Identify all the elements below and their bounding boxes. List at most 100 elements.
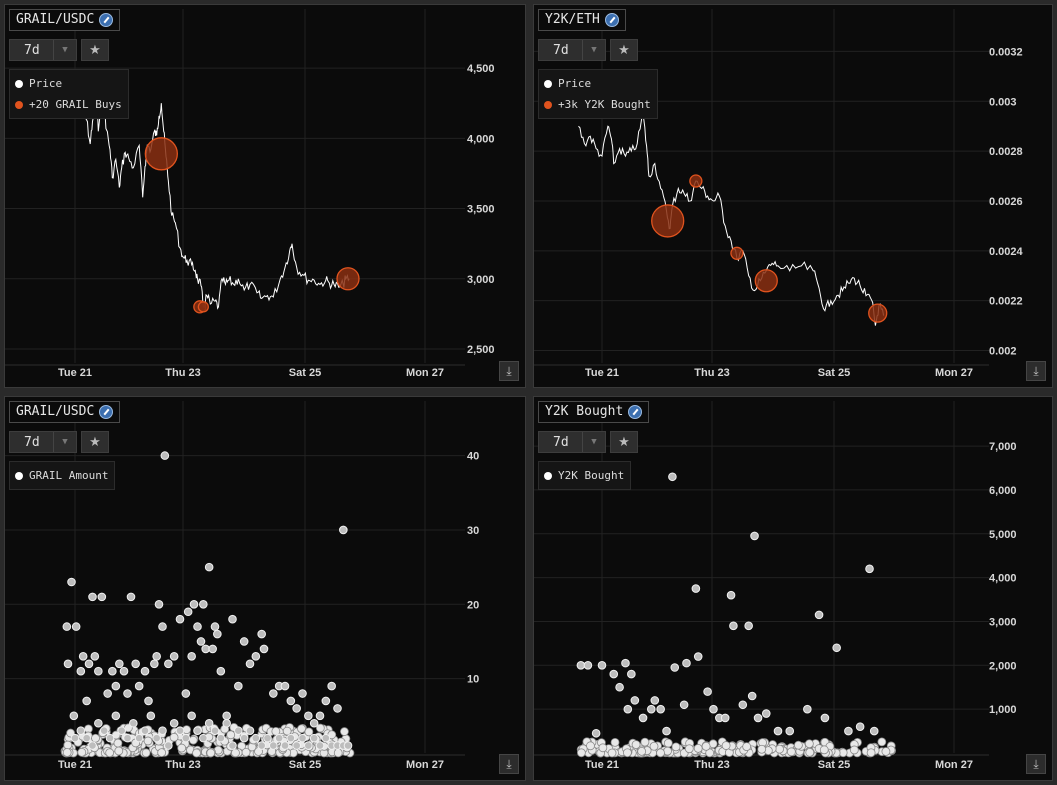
legend-item[interactable]: GRAIL Amount [15, 465, 108, 486]
y-tick-label: 1,000 [989, 704, 1017, 716]
buy-marker [336, 267, 360, 291]
x-axis: Tue 21 Thu 23 Sat 25 Mon 27 [58, 759, 444, 771]
scatter-point [340, 727, 349, 736]
x-tick-label: Sat 25 [289, 759, 321, 771]
scatter-point [650, 696, 660, 705]
y-tick-label: 0.0022 [989, 296, 1023, 308]
download-icon[interactable]: ⤓ [1026, 754, 1046, 774]
x-tick-label: Mon 27 [935, 367, 973, 379]
scatter-point [175, 726, 185, 735]
scatter-point [786, 747, 796, 757]
scatter-point [729, 621, 738, 631]
scatter-point [208, 644, 217, 654]
scatter-point [753, 713, 763, 723]
scatter-point [164, 659, 173, 669]
buy-marker [651, 204, 685, 238]
scatter-point [152, 733, 161, 743]
star-icon[interactable]: ★ [81, 431, 109, 453]
scatter-point [691, 584, 701, 593]
chevron-down-icon[interactable]: ▼ [582, 432, 605, 452]
chart-panel-y2k-bought: Tue 21 Thu 23 Sat 25 Mon 27 1,000 2,000 3,000 4… [533, 396, 1053, 781]
scatter-point [656, 748, 665, 758]
scatter-point [115, 659, 124, 669]
scatter-point [630, 696, 640, 705]
scatter-point [82, 733, 91, 743]
scatter-point [204, 718, 214, 728]
scatter-point [226, 730, 236, 740]
download-icon[interactable]: ⤓ [499, 754, 519, 774]
range-select[interactable]: 7d ▼ [538, 39, 606, 61]
info-icon[interactable] [99, 13, 114, 27]
scatter-point [865, 564, 874, 574]
scatter-point [668, 472, 677, 482]
download-icon[interactable]: ⤓ [499, 361, 519, 381]
buy-marker [144, 137, 178, 171]
scatter-point [621, 658, 630, 668]
y-tick-label: 7,000 [989, 441, 1017, 453]
legend-label: +3k Y2K Bought [558, 98, 651, 111]
legend-label: GRAIL Amount [29, 469, 109, 482]
scatter-point [140, 666, 150, 676]
scatter-point [105, 733, 115, 743]
info-icon[interactable] [99, 405, 114, 419]
legend-item[interactable]: Y2K Bought [544, 465, 624, 486]
scatter-point [228, 614, 237, 624]
scatter-point [309, 733, 319, 743]
scatter-point [201, 644, 210, 654]
x-axis: Tue 21 Thu 23 Sat 25 Mon 27 [585, 759, 973, 771]
plot-area [578, 113, 888, 326]
chart-title-text: Y2K/ETH [545, 12, 600, 27]
range-select[interactable]: 7d ▼ [9, 39, 77, 61]
scatter-point [94, 666, 103, 676]
scatter-point [210, 726, 220, 735]
buy-marker [197, 301, 209, 313]
scatter-point [90, 652, 100, 661]
x-tick-label: Mon 27 [406, 759, 444, 771]
scatter-point [183, 607, 193, 617]
range-select[interactable]: 7d ▼ [538, 431, 606, 453]
scatter-point [609, 669, 619, 679]
x-tick-label: Mon 27 [406, 367, 444, 379]
info-icon[interactable] [604, 13, 619, 27]
scatter-point [656, 704, 665, 714]
scatter-point [69, 711, 79, 721]
scatter-point [646, 704, 656, 714]
chevron-down-icon[interactable]: ▼ [582, 40, 605, 60]
scatter-point [321, 733, 331, 743]
scatter-point [99, 726, 109, 735]
scatter-point [88, 741, 97, 750]
range-select[interactable]: 7d ▼ [9, 431, 77, 453]
scatter-point [70, 733, 80, 743]
legend-item[interactable]: Price [15, 73, 122, 94]
y-tick-label: 20 [467, 599, 479, 611]
range-select-value: 7d [24, 42, 40, 58]
star-icon[interactable]: ★ [610, 431, 638, 453]
legend-item[interactable]: Price [544, 73, 651, 94]
legend-item[interactable]: +20 GRAIL Buys [15, 94, 122, 115]
legend-item[interactable]: +3k Y2K Bought [544, 94, 651, 115]
scatter-point [615, 682, 624, 692]
scatter-point [117, 726, 126, 735]
chart-grid [5, 9, 465, 363]
scatter-point [88, 592, 97, 602]
range-select-value: 7d [553, 42, 569, 58]
scatter-point [97, 592, 107, 602]
scatter-point [228, 741, 237, 750]
scatter-point [576, 748, 586, 758]
scatter-point [286, 696, 296, 706]
scatter-point [169, 718, 179, 728]
scatter-point [71, 622, 81, 631]
star-icon[interactable]: ★ [610, 39, 638, 61]
chart-panel-grail-price: Tue 21 Thu 23 Sat 25 Mon 27 2,500 3,000 3,500 4… [4, 4, 526, 388]
scatter-point [684, 744, 694, 754]
range-controls: 7d ▼ ★ [538, 431, 638, 453]
download-icon[interactable]: ⤓ [1026, 361, 1046, 381]
chart-title-text: GRAIL/USDC [16, 12, 95, 27]
scatter-point [597, 661, 607, 670]
legend-dot [544, 100, 552, 109]
chevron-down-icon[interactable]: ▼ [53, 40, 76, 60]
info-icon[interactable] [628, 405, 643, 419]
chevron-down-icon[interactable]: ▼ [53, 432, 76, 452]
scatter-point [241, 747, 251, 757]
star-icon[interactable]: ★ [81, 39, 109, 61]
